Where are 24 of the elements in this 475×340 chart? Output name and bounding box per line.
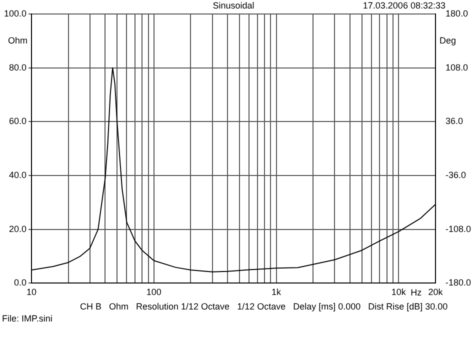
y2-axis-title: Deg	[439, 35, 456, 46]
x-axis-title: Hz	[410, 288, 422, 298]
x-tick-label: 20k	[428, 287, 444, 298]
y2-tick-label: -108.0	[445, 224, 472, 234]
x-tick-label: 10	[26, 287, 37, 298]
y-tick-label: 0.0	[14, 278, 27, 288]
text: File: IMP.sini	[2, 314, 52, 324]
y2-tick-label: -180.0	[445, 278, 472, 288]
x-tick-label: 100	[146, 287, 162, 298]
y-tick-label: 60.0	[8, 116, 27, 126]
chart-title: Sinusoidal	[212, 0, 254, 10]
y-tick-label: 20.0	[8, 224, 27, 234]
y2-tick-label: 36.0	[445, 116, 464, 126]
y2-tick-label: 180.0	[445, 8, 468, 18]
y-tick-label: 80.0	[8, 62, 27, 72]
y-tick-label: 40.0	[8, 170, 27, 180]
x-tick-label: 1k	[272, 287, 282, 298]
y2-tick-label: 108.0	[445, 62, 468, 72]
y-tick-label: 100.0	[4, 8, 27, 18]
y-axis-title: Ohm	[8, 35, 28, 46]
x-tick-label: 10k	[391, 287, 406, 298]
text: 17.03.2006 08:32:33	[362, 0, 446, 10]
y2-tick-label: -36.0	[445, 170, 466, 180]
text: CH B Ohm Resolution 1/12 Octave 1/12 Octave Delay [ms] 0.000 Dist Rise [dB] 30.00	[80, 302, 448, 312]
